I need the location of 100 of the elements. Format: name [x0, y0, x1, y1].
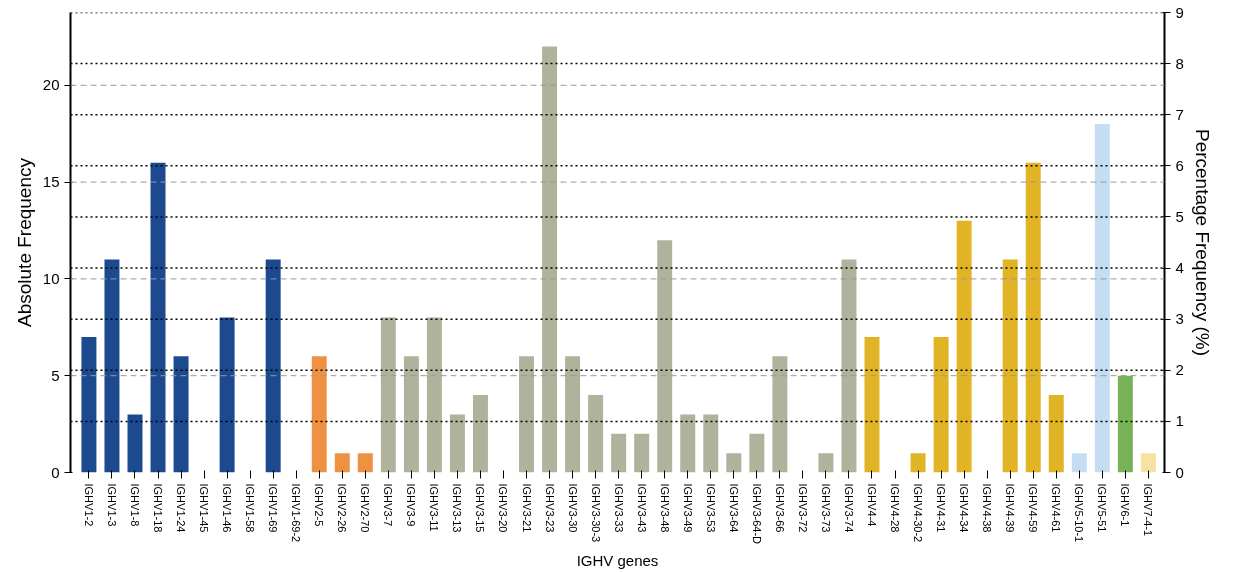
x-tick-label: IGHV3-30	[566, 483, 579, 533]
bar	[81, 336, 97, 473]
x-tick-label: IGHV1-2	[82, 483, 95, 527]
bar	[910, 453, 926, 473]
bar	[1140, 453, 1156, 473]
bar	[1071, 453, 1087, 473]
x-tick-label: IGHV3-64-D	[750, 483, 763, 545]
x-tick-label: IGHV1-18	[152, 483, 165, 533]
x-tick-label: IGHV3-43	[635, 483, 648, 533]
y2-tick-label: 5	[1175, 207, 1184, 225]
bar	[472, 395, 488, 473]
x-tick-label: IGHV3-73	[819, 483, 832, 533]
bar	[542, 46, 558, 473]
bar	[426, 317, 442, 473]
x-tick-label: IGHV1-46	[221, 483, 234, 533]
x-tick-label: IGHV3-74	[842, 483, 855, 533]
x-tick-label: IGHV5-10-1	[1073, 483, 1086, 543]
y2-tick-label: 8	[1175, 54, 1184, 72]
bar	[565, 356, 581, 473]
bar	[933, 336, 949, 473]
x-tick-label: IGHV4-28	[889, 483, 902, 533]
bar	[1117, 375, 1133, 473]
x-tick-label: IGHV1-45	[198, 483, 211, 533]
y-tick-label: 0	[51, 463, 60, 481]
bar	[588, 395, 604, 473]
bar	[380, 317, 396, 473]
x-tick-label: IGHV4-38	[981, 483, 994, 533]
y-tick-label: 15	[42, 173, 60, 191]
x-tick-label: IGHV3-7	[382, 483, 395, 527]
bar	[403, 356, 419, 473]
bar	[634, 433, 650, 473]
y2-tick-label: 7	[1175, 105, 1184, 123]
bar	[864, 336, 880, 473]
x-tick-label: IGHV5-51	[1096, 483, 1109, 533]
bar	[219, 317, 235, 473]
bar	[841, 259, 857, 473]
bar	[127, 414, 143, 473]
x-tick-label: IGHV3-72	[796, 483, 809, 533]
bar	[519, 356, 535, 473]
bar	[265, 259, 281, 473]
x-tick-label: IGHV3-48	[658, 483, 671, 533]
bar	[334, 453, 350, 473]
y2-tick-label: 6	[1175, 156, 1184, 174]
x-tick-label: IGHV2-70	[359, 483, 372, 533]
y-tick-label: 5	[51, 366, 60, 384]
y-axis-title: Absolute Frequency	[13, 157, 35, 327]
x-tick-label: IGHV3-33	[612, 483, 625, 533]
bar	[173, 356, 189, 473]
bar	[680, 414, 696, 473]
y-tick-label: 20	[42, 76, 60, 94]
x-tick-label: IGHV4-59	[1027, 483, 1040, 533]
x-axis-title: IGHV genes	[576, 552, 659, 570]
bar	[1094, 124, 1110, 473]
x-tick-label: IGHV3-23	[543, 483, 556, 533]
x-tick-label: IGHV2-26	[336, 483, 349, 533]
x-tick-label: IGHV2-5	[313, 483, 326, 527]
x-tick-label: IGHV3-66	[773, 483, 786, 533]
x-tick-label: IGHV3-53	[704, 483, 717, 533]
bar	[611, 433, 627, 473]
bar	[1002, 259, 1018, 473]
y2-tick-label: 2	[1175, 361, 1184, 379]
x-tick-label: IGHV4-39	[1004, 483, 1017, 533]
x-tick-label: IGHV1-8	[128, 483, 141, 527]
x-tick-label: IGHV1-69-2	[290, 483, 303, 543]
bar	[703, 414, 719, 473]
x-tick-label: IGHV3-15	[474, 483, 487, 533]
x-tick-label: IGHV3-64	[727, 483, 740, 533]
x-tick-label: IGHV3-21	[520, 483, 533, 533]
x-tick-label: IGHV1-58	[244, 483, 257, 533]
x-tick-label: IGHV6-1	[1119, 483, 1132, 527]
y2-tick-label: 9	[1175, 3, 1184, 21]
bar	[772, 356, 788, 473]
x-tick-label: IGHV4-4	[866, 483, 878, 527]
bar	[1025, 162, 1041, 473]
y2-axis-title: Percentage Frequency (%)	[1191, 128, 1213, 357]
bar	[749, 433, 765, 473]
x-tick-label: IGHV4-30-2	[912, 483, 925, 543]
bar	[1048, 395, 1064, 473]
x-tick-label: IGHV7-4-1	[1142, 483, 1155, 537]
x-tick-label: IGHV1-24	[175, 483, 188, 533]
bar	[657, 240, 673, 473]
x-tick-label: IGHV4-61	[1050, 483, 1063, 533]
bar	[311, 356, 327, 473]
y2-tick-label: 1	[1175, 412, 1184, 430]
x-tick-label: IGHV4-34	[958, 483, 971, 533]
x-tick-label: IGHV3-30-3	[589, 483, 602, 543]
bar	[150, 162, 166, 473]
bar	[104, 259, 120, 473]
y2-tick-label: 0	[1175, 463, 1184, 481]
y2-tick-label: 4	[1175, 259, 1184, 277]
x-tick-label: IGHV3-13	[451, 483, 464, 533]
x-tick-label: IGHV3-20	[497, 483, 510, 533]
x-tick-label: IGHV1-3	[105, 483, 118, 527]
bar	[818, 453, 834, 473]
x-tick-label: IGHV3-49	[681, 483, 694, 533]
bar	[726, 453, 742, 473]
bar	[449, 414, 465, 473]
x-tick-label: IGHV3-11	[428, 483, 441, 532]
x-tick-label: IGHV3-9	[405, 483, 418, 527]
bar	[956, 220, 972, 473]
